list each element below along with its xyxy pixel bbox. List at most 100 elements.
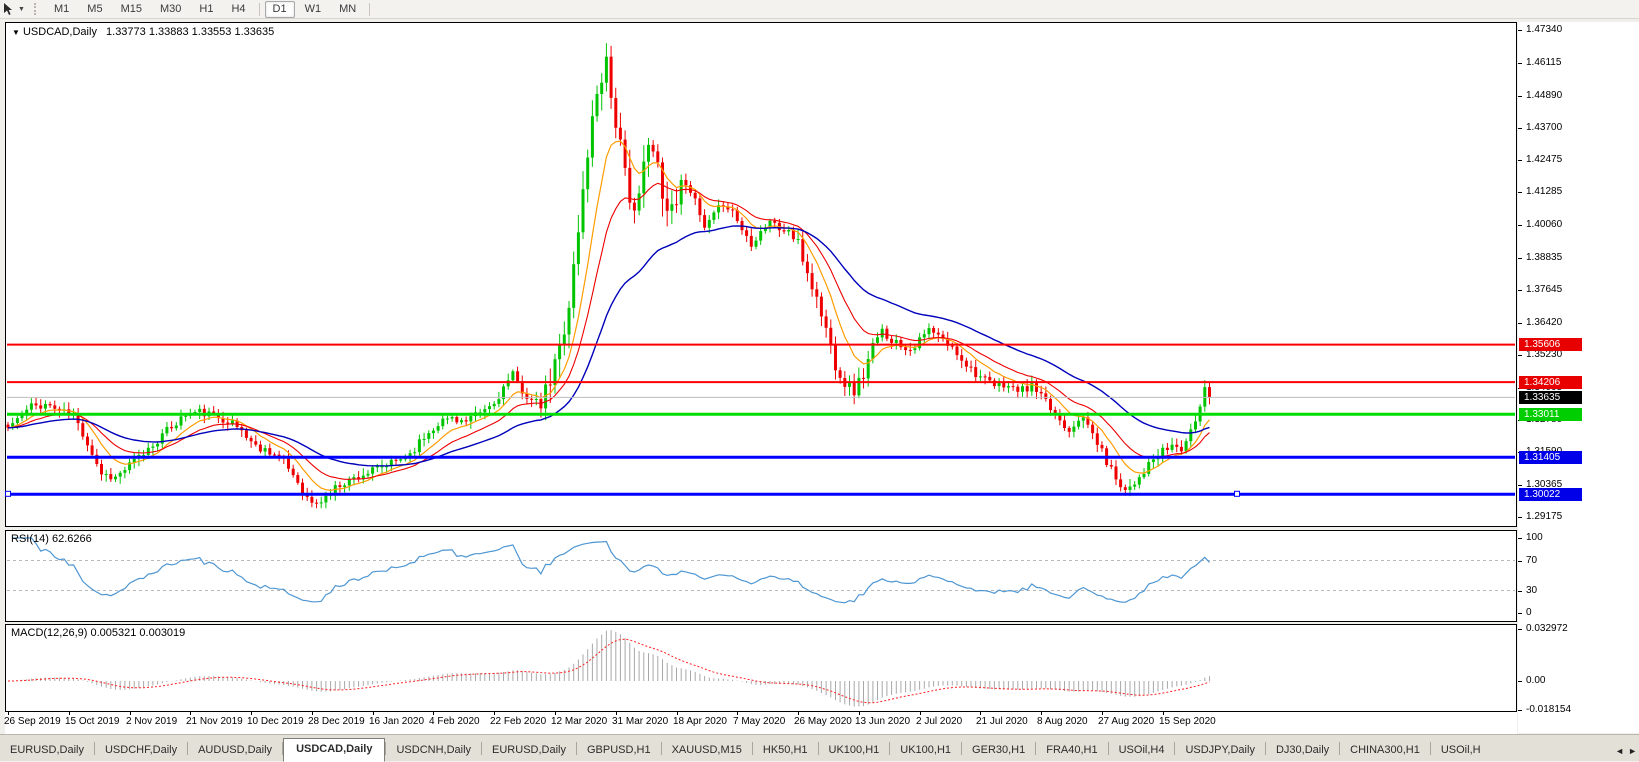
macd-label: MACD(12,26,9) 0.005321 0.003019 <box>11 627 186 639</box>
tab-separator <box>660 742 662 755</box>
price-axis-label: 1.43700 <box>1526 122 1563 133</box>
tab-xauusd-m15-7[interactable]: XAUUSD,M15 <box>671 744 742 756</box>
price-axis-label: 1.30365 <box>1526 479 1563 490</box>
date-axis-tick <box>920 712 921 715</box>
tab-separator <box>817 742 819 755</box>
date-axis-tick <box>677 712 678 715</box>
main-chart-panel[interactable] <box>5 22 1517 527</box>
rsi-axis-label: 100 <box>1526 532 1543 543</box>
date-axis-tick <box>130 712 131 715</box>
chart-collapse-caret-icon[interactable]: ▼ <box>12 28 20 37</box>
price-axis-tick <box>1518 517 1522 518</box>
price-axis-tick <box>1518 96 1522 97</box>
tab-eurusd-daily-0[interactable]: EURUSD,Daily <box>10 744 84 756</box>
tab-scroll-right-icon[interactable]: ► <box>1628 746 1637 756</box>
timeframe-button-d1[interactable]: D1 <box>264 0 295 18</box>
timeframe-button-m1[interactable]: M1 <box>54 2 70 15</box>
rsi-label: RSI(14) 62.6266 <box>11 533 92 545</box>
tab-audusd-daily-2[interactable]: AUDUSD,Daily <box>198 744 273 756</box>
price-axis-tick <box>1518 30 1522 31</box>
date-axis-label: 15 Oct 2019 <box>65 716 120 727</box>
tab-fra40-h1-12[interactable]: FRA40,H1 <box>1046 744 1098 756</box>
tab-separator <box>1264 742 1266 755</box>
price-axis-tick <box>1518 225 1522 226</box>
timeframe-button-m5[interactable]: M5 <box>87 2 103 15</box>
macd-panel[interactable] <box>5 624 1517 712</box>
date-axis-tick <box>312 712 313 715</box>
timeframe-button-mn[interactable]: MN <box>339 2 357 15</box>
date-axis-tick <box>798 712 799 715</box>
date-axis-tick <box>616 712 617 715</box>
price-badge-130022: 1.30022 <box>1519 488 1582 501</box>
rsi-axis-tick <box>1518 591 1522 592</box>
date-axis-label: 31 Mar 2020 <box>612 716 669 727</box>
tab-ger30-h1-11[interactable]: GER30,H1 <box>972 744 1026 756</box>
date-axis-label: 26 May 2020 <box>794 716 852 727</box>
macd-axis-label: 0.00 <box>1526 675 1546 686</box>
price-axis-tick <box>1518 323 1522 324</box>
tab-hk50-h1-8[interactable]: HK50,H1 <box>762 744 808 756</box>
tab-scroll-left-icon[interactable]: ◄ <box>1615 746 1625 756</box>
cursor-tool-icon[interactable] <box>0 1 18 17</box>
price-axis-label: 1.35230 <box>1526 349 1563 360</box>
tab-separator <box>1429 742 1431 755</box>
price-axis-tick <box>1518 290 1522 291</box>
date-axis-label: 2 Jul 2020 <box>916 716 963 727</box>
timeframe-button-h4[interactable]: H4 <box>231 2 246 15</box>
tab-separator <box>1035 742 1037 755</box>
tab-usoil-h4-13[interactable]: USOil,H4 <box>1118 744 1165 756</box>
chart-ohlc-values: 1.33773 1.33883 1.33553 1.33635 <box>106 26 275 38</box>
price-badge-134206: 1.34206 <box>1519 376 1582 389</box>
timeframe-button-m15[interactable]: M15 <box>120 2 142 15</box>
tab-dj30-daily-15[interactable]: DJ30,Daily <box>1275 744 1330 756</box>
date-axis-label: 2 Nov 2019 <box>126 716 178 727</box>
tab-china300-h1-16[interactable]: CHINA300,H1 <box>1350 744 1420 756</box>
tab-usdchf-daily-1[interactable]: USDCHF,Daily <box>104 744 178 756</box>
rsi-panel[interactable] <box>5 530 1517 622</box>
tab-usdcnh-daily-4[interactable]: USDCNH,Daily <box>396 744 472 756</box>
timeframe-buttons: M1 M5 M15 M30 H1 H4 D1 W1 MN <box>45 0 374 18</box>
price-axis-tick <box>1518 485 1522 486</box>
tab-eurusd-daily-5[interactable]: EURUSD,Daily <box>492 744 566 756</box>
date-axis-tick <box>859 712 860 715</box>
date-axis-label: 26 Sep 2019 <box>4 716 61 727</box>
date-axis[interactable] <box>5 712 1517 734</box>
date-axis-label: 12 Mar 2020 <box>551 716 608 727</box>
price-axis-label: 1.38835 <box>1526 252 1563 263</box>
macd-axis-tick <box>1518 629 1522 630</box>
tab-uk100-h1-9[interactable]: UK100,H1 <box>828 744 880 756</box>
tool-dropdown-caret-icon[interactable]: ▼ <box>18 5 25 13</box>
date-axis-tick <box>373 712 374 715</box>
tab-separator <box>961 742 963 755</box>
date-axis-tick <box>494 712 495 715</box>
timeframe-button-m30[interactable]: M30 <box>159 2 182 15</box>
price-badge-135606: 1.35606 <box>1519 338 1582 351</box>
macd-axis-label: 0.032972 <box>1526 623 1568 634</box>
date-axis-label: 21 Jul 2020 <box>976 716 1028 727</box>
chart-tab-bar: EURUSD,Daily USDCHF,Daily AUDUSD,Daily USDC… <box>0 734 1639 762</box>
rsi-axis-tick <box>1518 538 1522 539</box>
toolbar-grip[interactable] <box>34 3 41 15</box>
price-axis-label: 1.47340 <box>1526 24 1563 35</box>
tab-usoil-h-17[interactable]: USOil,H <box>1440 744 1481 756</box>
toolbar-separator <box>258 2 260 16</box>
tab-separator <box>1339 742 1341 755</box>
price-axis-tick <box>1518 258 1522 259</box>
date-axis-label: 13 Jun 2020 <box>855 716 911 727</box>
timeframe-button-w1[interactable]: W1 <box>304 2 322 15</box>
date-axis-tick <box>190 712 191 715</box>
timeframe-button-h1[interactable]: H1 <box>199 2 214 15</box>
tab-separator <box>751 742 753 755</box>
tab-gbpusd-h1-6[interactable]: GBPUSD,H1 <box>587 744 651 756</box>
tab-usdcad-daily-3[interactable]: USDCAD,Daily <box>283 738 386 762</box>
price-axis-tick <box>1518 128 1522 129</box>
tab-uk100-h1-10[interactable]: UK100,H1 <box>900 744 952 756</box>
tab-usdjpy-daily-14[interactable]: USDJPY,Daily <box>1185 744 1255 756</box>
price-axis-label: 1.37645 <box>1526 284 1563 295</box>
tab-separator <box>1174 742 1176 755</box>
price-axis-tick <box>1518 192 1522 193</box>
date-axis-tick <box>1041 712 1042 715</box>
price-axis-tick <box>1518 160 1522 161</box>
date-axis-label: 27 Aug 2020 <box>1098 716 1155 727</box>
price-badge-133011: 1.33011 <box>1519 408 1582 421</box>
